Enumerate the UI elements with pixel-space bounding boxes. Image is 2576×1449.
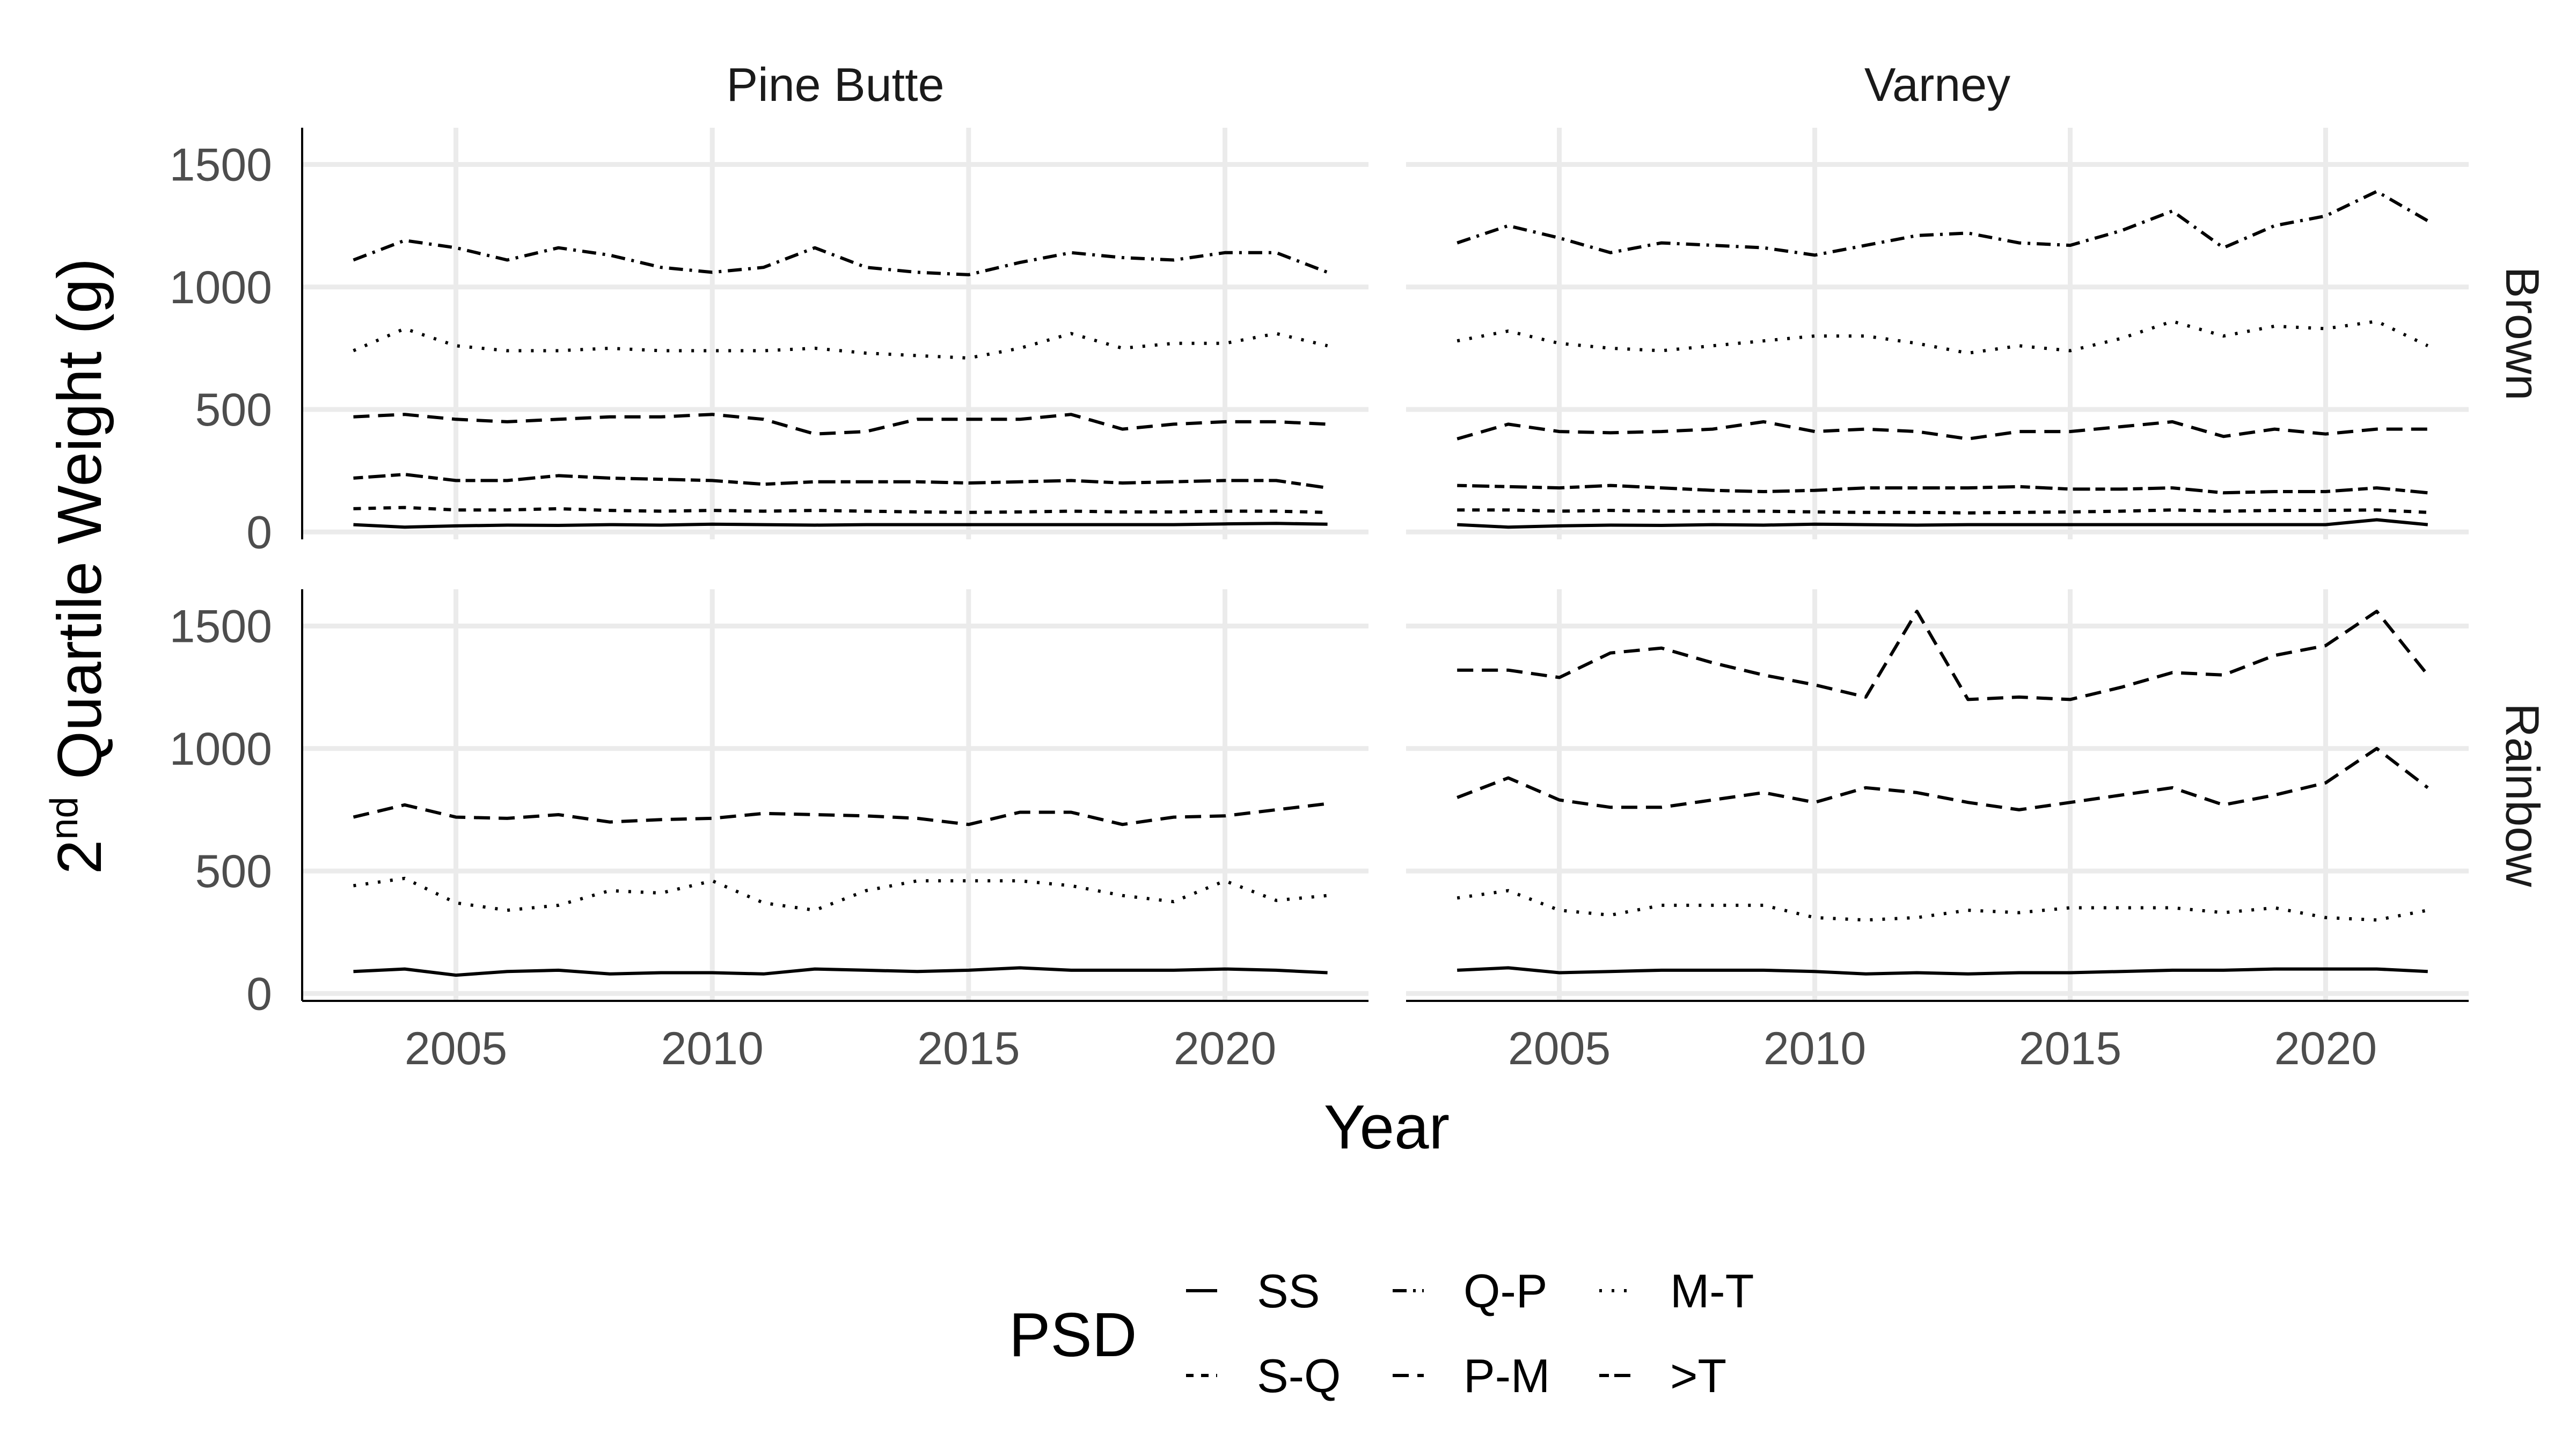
series-line-s-q	[353, 506, 1328, 514]
legend-label-ss: SS	[1257, 1264, 1320, 1318]
x-tick-label: 2010	[661, 1023, 764, 1074]
series-line-ss	[353, 966, 1328, 977]
series-line-t	[1457, 484, 2428, 495]
series-line-p-m	[353, 802, 1328, 826]
x-tick-label: 2005	[1508, 1023, 1611, 1074]
axes-layer: 0 500 1000 1500 0 500 1000 1500 2005 2010 2015 2020…	[170, 128, 2469, 1074]
panels-layer	[302, 128, 2469, 1001]
x-tick-label: 2010	[1763, 1023, 1866, 1074]
series-line-ss	[1457, 518, 2428, 529]
x-tick-label: 2020	[2274, 1023, 2377, 1074]
legend-label-s-q: S-Q	[1257, 1349, 1341, 1402]
series-line-m-t	[353, 327, 1328, 360]
y-tick-label: 0	[246, 968, 272, 1020]
series-line-p-m	[1457, 747, 2429, 811]
x-tick-label: 2005	[405, 1023, 507, 1074]
x-tick-label: 2020	[1174, 1023, 1276, 1074]
legend-label-p-m: P-M	[1463, 1349, 1550, 1402]
strip-label-varney: Varney	[1864, 58, 2010, 111]
series-line-p-m	[1457, 420, 2428, 441]
series-line-ss	[1457, 966, 2428, 976]
y-tick-label: 1500	[170, 601, 272, 652]
legend-label-t: >T	[1670, 1349, 1726, 1402]
series-line-s-q	[1457, 508, 2428, 515]
legend-label-m-t: M-T	[1670, 1264, 1754, 1318]
series-line-m-t	[353, 876, 1328, 912]
series-line-p-m	[1457, 610, 2429, 701]
y-tick-label: 1500	[170, 139, 272, 191]
y-tick-label: 1000	[170, 723, 272, 775]
legend: PSD SS S-Q Q-P P-M M-T >T	[1009, 1264, 1754, 1402]
series-line-ss	[353, 522, 1328, 529]
x-tick-label: 2015	[917, 1023, 1020, 1074]
strip-labels: Pine Butte Varney Brown Rainbow	[726, 58, 2549, 887]
y-tick-label: 500	[195, 384, 273, 436]
panel-varney-rainbow	[1406, 589, 2469, 1001]
y-tick-label: 0	[246, 507, 272, 558]
series-line-t	[353, 473, 1328, 490]
y-tick-label: 1000	[170, 262, 272, 313]
y-tick-label: 500	[195, 846, 273, 897]
series-line-m-t	[1457, 319, 2429, 355]
x-axis-title: Year	[1324, 1092, 1450, 1162]
strip-label-brown: Brown	[2496, 267, 2549, 400]
series-line-q-p	[353, 239, 1328, 276]
panel-pine-butte-rainbow	[302, 589, 1368, 1001]
panel-varney-brown	[1406, 128, 2469, 539]
panel-pine-butte-brown	[302, 128, 1368, 539]
strip-label-rainbow: Rainbow	[2496, 703, 2549, 887]
series-line-q-p	[1457, 189, 2429, 257]
legend-label-q-p: Q-P	[1463, 1264, 1547, 1318]
strip-label-pine-butte: Pine Butte	[726, 58, 944, 111]
series-line-m-t	[1457, 889, 2428, 922]
series-line-p-m	[353, 413, 1328, 436]
legend-title: PSD	[1009, 1300, 1137, 1370]
y-axis-title: 2nd Quartile Weight (g)	[43, 258, 114, 874]
x-tick-label: 2015	[2019, 1023, 2121, 1074]
